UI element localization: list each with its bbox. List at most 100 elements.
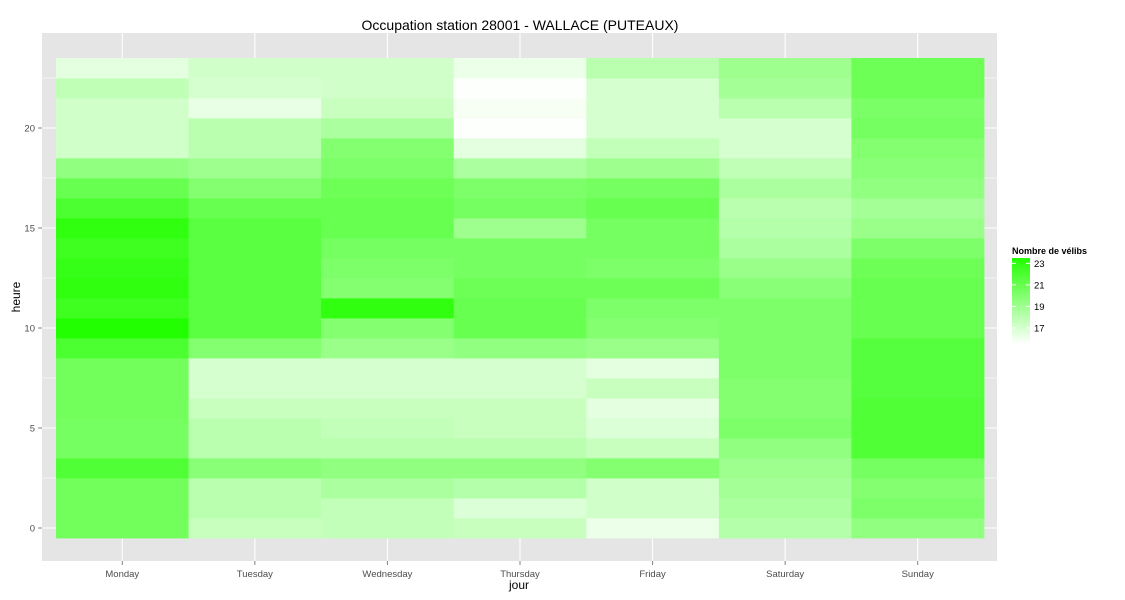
heatmap-tile xyxy=(321,298,455,319)
heatmap-tile xyxy=(718,438,852,459)
heatmap-tile xyxy=(586,458,720,479)
heatmap-tile xyxy=(56,398,189,419)
heatmap-tile xyxy=(56,198,189,219)
heatmap-tile xyxy=(586,438,720,459)
heatmap-tile xyxy=(718,458,852,479)
heatmap-tile xyxy=(56,278,189,299)
heatmap-tile xyxy=(56,98,189,119)
heatmap-tile xyxy=(56,458,189,479)
heatmap-tile xyxy=(718,118,852,139)
heatmap-tile xyxy=(453,198,587,219)
x-tick-label: Sunday xyxy=(902,569,934,580)
heatmap-tile xyxy=(718,78,852,99)
heatmap-tile xyxy=(851,278,985,299)
x-tick-label: Monday xyxy=(105,569,139,580)
heatmap-tile xyxy=(453,118,587,139)
y-tick-label: 5 xyxy=(30,424,35,435)
heatmap-tile xyxy=(718,218,852,239)
heatmap-tile xyxy=(586,398,720,419)
heatmap-tile xyxy=(453,518,587,539)
heatmap-tile xyxy=(851,338,985,359)
heatmap-tile xyxy=(56,338,189,359)
heatmap-tile xyxy=(851,178,985,199)
heatmap-tile xyxy=(718,418,852,439)
heatmap-tile xyxy=(321,378,455,399)
heatmap-tile xyxy=(586,238,720,259)
heatmap-tile xyxy=(718,518,852,539)
heatmap-tile xyxy=(851,198,985,219)
legend-label: 17 xyxy=(1034,323,1045,334)
heatmap-tile xyxy=(56,478,189,499)
heatmap-tile xyxy=(851,98,985,119)
heatmap-tile xyxy=(851,378,985,399)
heatmap-tile xyxy=(851,498,985,519)
heatmap-tile xyxy=(321,78,455,99)
heatmap-tile xyxy=(321,198,455,219)
heatmap-tile xyxy=(56,178,189,199)
heatmap-tile xyxy=(188,498,322,519)
heatmap-tile xyxy=(321,178,455,199)
heatmap-tile xyxy=(188,298,322,319)
heatmap-tile xyxy=(56,218,189,239)
heatmap-tile xyxy=(188,178,322,199)
heatmap-tile xyxy=(321,58,455,79)
heatmap-tile xyxy=(586,278,720,299)
y-tick-label: 15 xyxy=(24,224,35,235)
heatmap-tile xyxy=(56,518,189,539)
heatmap-tile xyxy=(56,298,189,319)
heatmap-tile xyxy=(188,258,322,279)
heatmap-tile xyxy=(453,398,587,419)
heatmap-tile xyxy=(718,378,852,399)
x-axis: Monday Tuesday Wednesday Thursday Friday Satu… xyxy=(105,561,934,580)
heatmap-tile xyxy=(188,238,322,259)
heatmap-tile xyxy=(321,338,455,359)
heatmap-tile xyxy=(321,498,455,519)
heatmap-tile xyxy=(321,238,455,259)
heatmap-tile xyxy=(188,158,322,179)
heatmap-tile xyxy=(321,398,455,419)
heatmap-tile xyxy=(188,138,322,159)
heatmap-tile xyxy=(453,478,587,499)
heatmap-tile xyxy=(586,178,720,199)
heatmap-tile xyxy=(321,358,455,379)
heatmap-tile xyxy=(321,218,455,239)
heatmap-tile xyxy=(851,258,985,279)
heatmap-tile xyxy=(718,318,852,339)
heatmap-tile xyxy=(188,118,322,139)
heatmap-tile xyxy=(56,138,189,159)
heatmap-tile xyxy=(453,78,587,99)
heatmap-tile xyxy=(321,258,455,279)
heatmap-tile xyxy=(188,358,322,379)
heatmap-tile xyxy=(188,518,322,539)
heatmap-tile xyxy=(321,158,455,179)
heatmap-tile xyxy=(56,238,189,259)
y-axis: 0 5 10 15 20 xyxy=(24,124,42,535)
heatmap-tile xyxy=(851,518,985,539)
legend-ticks: 23 21 19 17 xyxy=(1012,259,1045,334)
heatmap-tile xyxy=(453,298,587,319)
heatmap-tile xyxy=(718,258,852,279)
heatmap-tile xyxy=(718,138,852,159)
heatmap-tile xyxy=(453,138,587,159)
heatmap-tile xyxy=(56,358,189,379)
heatmap-tile xyxy=(851,238,985,259)
heatmap-tile xyxy=(453,278,587,299)
heatmap-tile xyxy=(188,58,322,79)
heatmap-tile xyxy=(188,338,322,359)
heatmap-tile xyxy=(586,318,720,339)
heatmap-tile xyxy=(586,378,720,399)
heatmap-tile xyxy=(718,398,852,419)
heatmap-tile xyxy=(188,198,322,219)
heatmap-tile xyxy=(56,58,189,79)
heatmap-tile xyxy=(188,478,322,499)
heatmap-tile xyxy=(188,278,322,299)
heatmap-tile xyxy=(851,458,985,479)
y-tick-label: 0 xyxy=(30,524,35,535)
x-tick-label: Tuesday xyxy=(237,569,273,580)
heatmap-tile xyxy=(718,198,852,219)
heatmap-tile xyxy=(718,278,852,299)
heatmap-tile xyxy=(851,78,985,99)
heatmap-tile xyxy=(586,118,720,139)
heatmap-tile xyxy=(188,218,322,239)
heatmap-tile xyxy=(586,98,720,119)
